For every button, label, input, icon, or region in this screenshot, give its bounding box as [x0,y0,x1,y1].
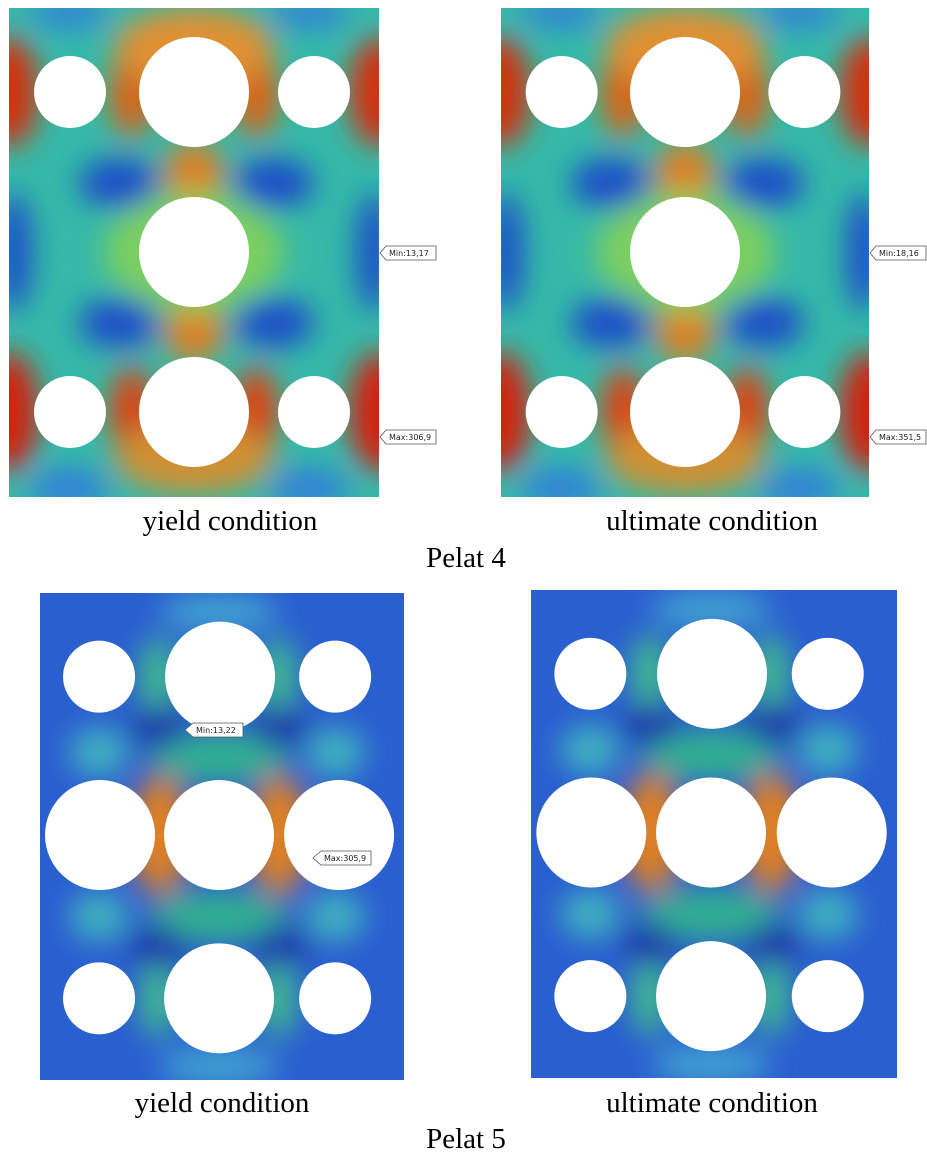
stress-zone [269,468,349,508]
value-tag-label: Max:306,9 [389,433,431,442]
figure: Pelat 4 Min:13,17 Max:306,9 yield condition… [0,0,927,1153]
hole [34,376,106,448]
hole [164,943,274,1053]
stress-zone [79,158,159,208]
hole [63,962,135,1034]
hole [34,56,106,128]
panel-caption: ultimate condition [606,1087,818,1119]
stress-zone [620,705,679,745]
hole [299,641,371,713]
hole [656,778,766,888]
hole [165,622,275,732]
value-tag-label: Max:351,5 [879,433,921,442]
value-tag-label: Max:305,9 [324,854,366,863]
stress-zone [561,725,620,775]
hole [656,941,766,1051]
contour-plot [40,593,404,1086]
stress-zone [839,37,899,147]
stress-zone [561,889,620,939]
stress-zone [488,192,524,312]
hole [139,37,249,147]
stress-zone [70,892,129,942]
hole [164,780,274,890]
hole [139,197,249,307]
hole [284,780,394,890]
hole [554,960,626,1032]
hole [45,780,155,890]
figure-title: Pelat 4 [426,542,506,574]
hole [526,376,598,448]
hole [768,56,840,128]
stress-zone [234,298,314,348]
stress-zone [129,708,188,748]
hole [630,197,740,307]
stress-zone [839,352,899,472]
stress-zone [306,727,365,777]
stress-zone [349,37,409,147]
stress-zone [798,725,857,775]
hole [536,778,646,888]
figure-title: Pelat 5 [426,1123,506,1153]
hole [278,56,350,128]
stress-zone [725,158,805,208]
stress-zone [798,889,857,939]
stress-zone [234,158,314,208]
value-tag-label: Min:13,22 [196,726,236,735]
stress-zone [252,927,311,967]
stress-zone [129,927,188,967]
hole [139,357,249,467]
hole [777,778,887,888]
value-tag-label: Min:18,16 [879,249,919,258]
value-tag-label: Min:13,17 [389,249,429,258]
stress-zone [70,727,129,777]
stress-zone [521,468,601,508]
stress-zone [471,37,531,147]
contour-plot [0,0,409,508]
stress-zone [29,468,109,508]
panel-caption: ultimate condition [606,505,818,537]
hole [63,641,135,713]
hole [278,376,350,448]
stress-zone [571,298,651,348]
hole [657,619,767,729]
stress-zone [306,892,365,942]
hole [768,376,840,448]
stress-zone [471,352,531,472]
stress-zone [760,468,840,508]
contour-plot [471,0,899,508]
hole [554,638,626,710]
hole [299,962,371,1034]
hole [792,638,864,710]
hole [526,56,598,128]
panel-caption: yield condition [143,505,318,537]
stress-zone [79,298,159,348]
hole [630,37,740,147]
hole [792,960,864,1032]
stress-zone [725,298,805,348]
contour-plot [531,590,897,1084]
stress-zone [571,158,651,208]
hole [630,357,740,467]
stress-zone [620,924,679,964]
panel-caption: yield condition [135,1087,310,1119]
stress-zone [349,352,409,472]
stress-zone [744,924,803,964]
